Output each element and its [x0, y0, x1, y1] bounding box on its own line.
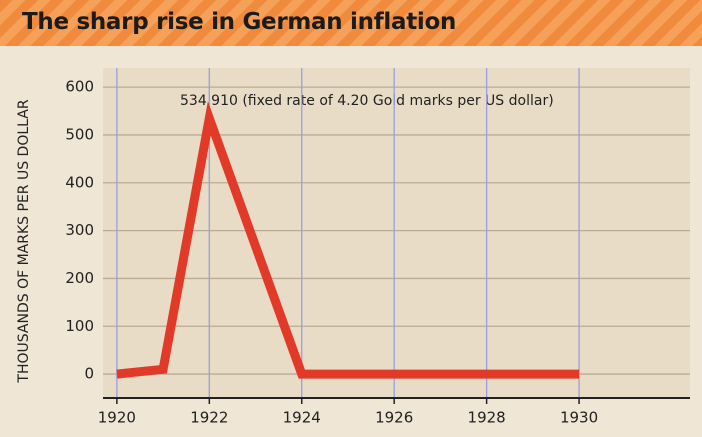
y-tick-label: 500	[65, 125, 94, 143]
y-tick-label: 200	[65, 269, 94, 287]
line	[116, 101, 580, 379]
plot-area	[103, 68, 690, 398]
title-bar: The sharp rise in German inflation	[0, 0, 702, 46]
y-tick-label: 300	[65, 221, 94, 239]
x-tick-label: 1924	[283, 409, 321, 427]
y-tick-label: 400	[65, 173, 94, 191]
x-tick-label: 1922	[190, 409, 228, 427]
y-axis-label: THOUSANDS OF MARKS PER US DOLLAR	[16, 99, 32, 383]
y-tick-label: 100	[65, 317, 94, 335]
y-tick-label: 0	[84, 365, 94, 383]
x-tick-label: 1930	[560, 409, 598, 427]
x-tick-label: 1920	[98, 409, 136, 427]
chart-title: The sharp rise in German inflation	[22, 9, 457, 35]
annotation: 534.910 (fixed rate of 4.20 Gold marks p…	[180, 93, 554, 109]
y-tick-label: 600	[65, 78, 94, 96]
x-tick-label: 1926	[375, 409, 413, 427]
chart: THOUSANDS OF MARKS PER US DOLLAR 534.910…	[16, 68, 690, 427]
x-tick-label: 1928	[468, 409, 506, 427]
